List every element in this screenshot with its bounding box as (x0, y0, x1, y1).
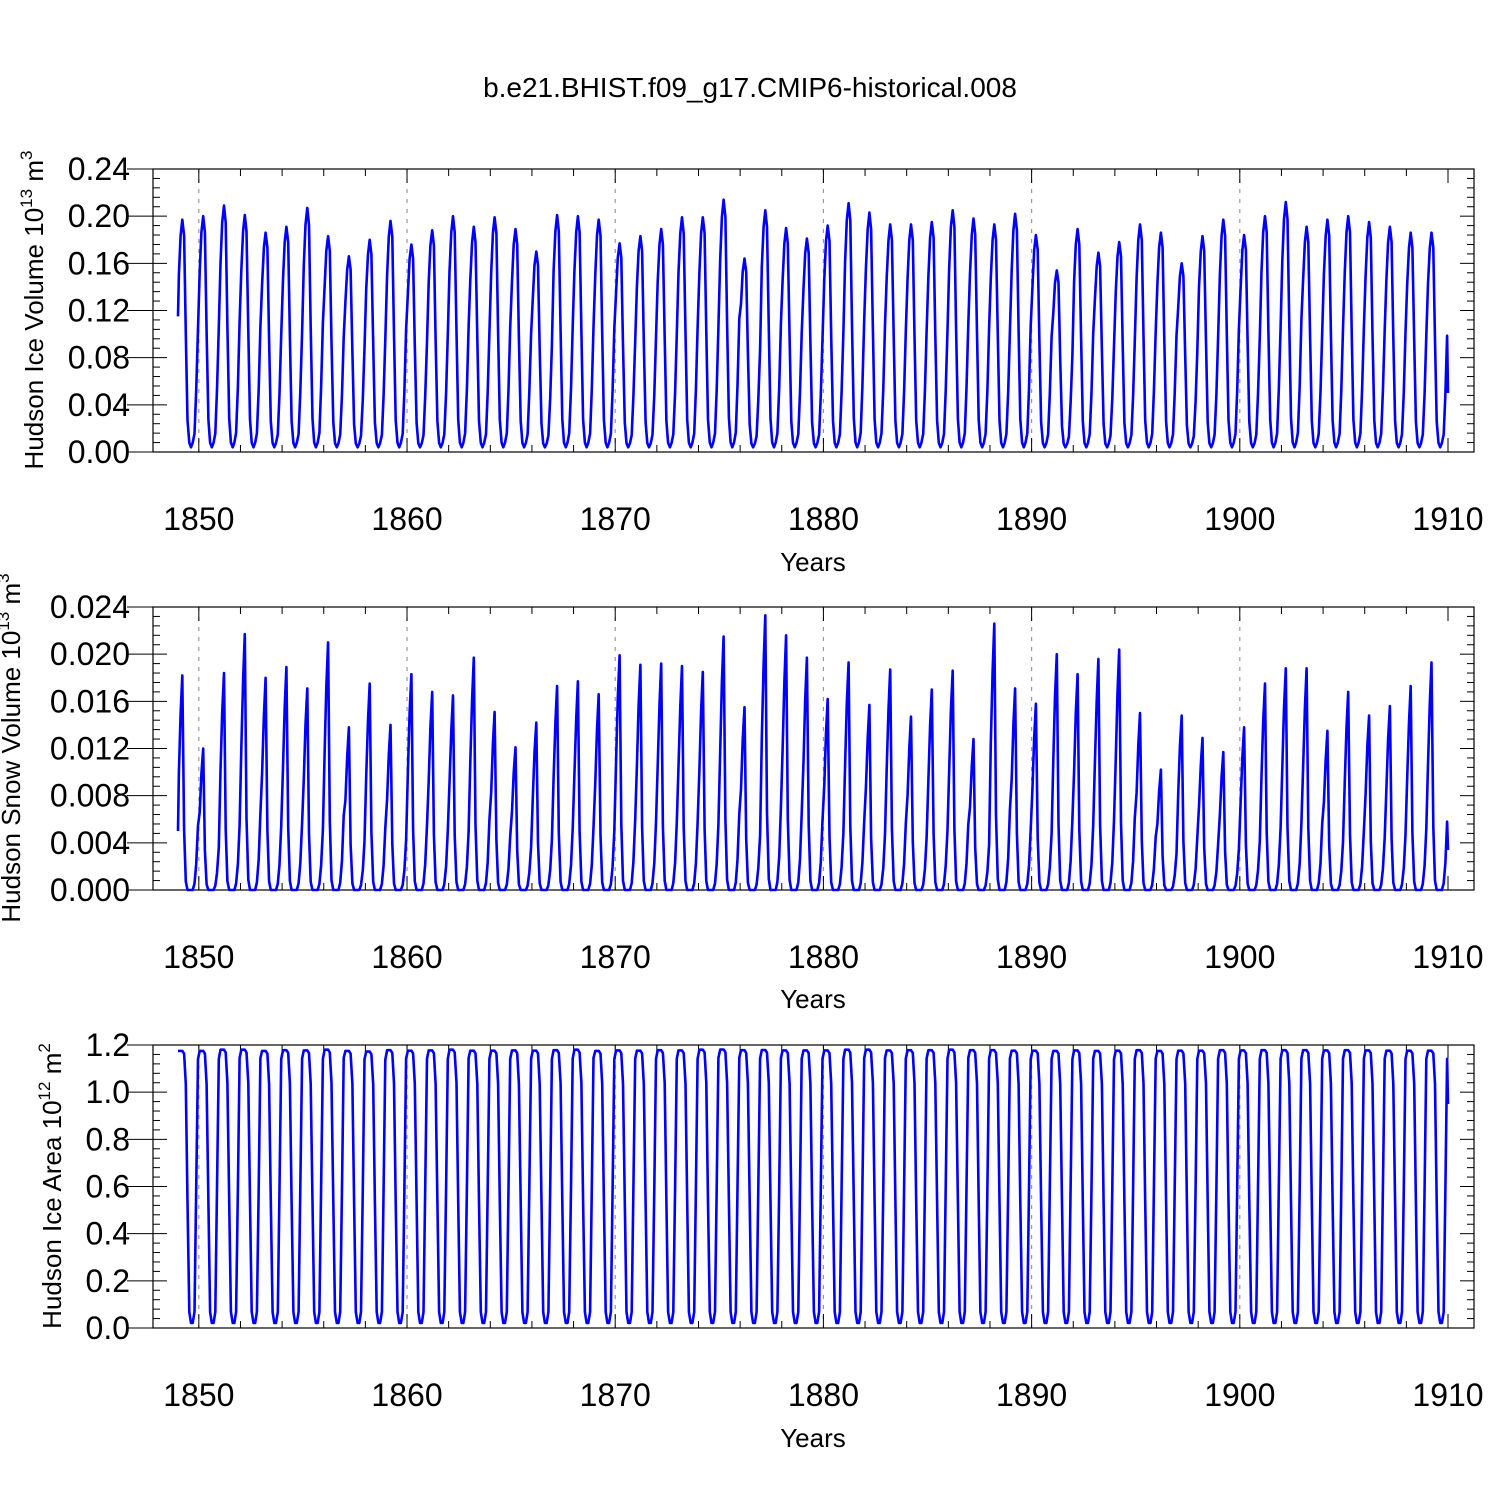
snow-volume-y-tick-label: 0.024 (50, 589, 130, 625)
ice-area-y-tick-label: 1.0 (86, 1074, 130, 1110)
snow-volume-x-tick-label: 1890 (996, 939, 1067, 975)
ice-volume-x-tick-label: 1900 (1204, 501, 1275, 537)
snow-volume-y-tick-label: 0.000 (50, 872, 130, 908)
snow-volume-y-tick-label: 0.020 (50, 636, 130, 672)
ice-volume-x-tick-label: 1870 (580, 501, 651, 537)
ice-area-x-tick-label: 1860 (371, 1377, 442, 1413)
ice-area-panel: Hudson Ice Area 1012 m2 Years 1850 1860 18… (35, 1027, 1484, 1453)
snow-volume-x-tick-label: 1910 (1412, 939, 1483, 975)
snow-volume-panel: Hudson Snow Volume 1013 m3 Years 1850 186… (0, 573, 1484, 1014)
snow-volume-y-tick-label: 0.012 (50, 731, 130, 767)
ice-volume-x-tick-label: 1910 (1412, 501, 1483, 537)
ice-volume-x-tick-label: 1850 (163, 501, 234, 537)
snow-volume-x-tick-label: 1870 (580, 939, 651, 975)
snow-volume-series-line (176, 614, 1450, 892)
ice-area-x-tick-label: 1910 (1412, 1377, 1483, 1413)
ice-volume-x-tick-label: 1880 (788, 501, 859, 537)
ice-area-xlabel: Years (780, 1423, 846, 1453)
ice-volume-y-tick-label: 0.20 (68, 198, 130, 234)
snow-volume-x-tick-label: 1850 (163, 939, 234, 975)
ice-volume-ylabel: Hudson Ice Volume 1013 m3 (17, 151, 49, 470)
ice-area-x-tick-label: 1870 (580, 1377, 651, 1413)
ice-area-ylabel: Hudson Ice Area 1012 m2 (35, 1043, 67, 1329)
snow-volume-xlabel: Years (780, 984, 846, 1014)
ice-area-x-tick-label: 1900 (1204, 1377, 1275, 1413)
figure-title: b.e21.BHIST.f09_g17.CMIP6-historical.008 (483, 72, 1017, 103)
ice-volume-y-tick-label: 0.12 (68, 293, 130, 329)
ice-volume-series-line (176, 198, 1450, 449)
ice-volume-plot-frame (152, 168, 1475, 453)
ice-area-series-line (177, 1048, 1450, 1325)
ice-volume-y-tick-label: 0.24 (68, 151, 130, 187)
ice-area-plot-frame (152, 1044, 1475, 1329)
ice-volume-x-tick-label: 1860 (371, 501, 442, 537)
ice-area-y-tick-label: 0.6 (86, 1169, 130, 1205)
snow-volume-y-tick-label: 0.004 (50, 825, 130, 861)
snow-volume-x-tick-label: 1900 (1204, 939, 1275, 975)
ice-volume-y-tick-label: 0.00 (68, 434, 130, 470)
ice-volume-y-tick-label: 0.04 (68, 387, 130, 423)
ice-volume-xlabel: Years (780, 547, 846, 577)
snow-volume-x-tick-label: 1880 (788, 939, 859, 975)
ice-volume-panel: Hudson Ice Volume 1013 m3 Years 1850 1860… (17, 151, 1484, 577)
ice-area-y-tick-label: 0.0 (86, 1310, 130, 1346)
ice-area-y-tick-label: 0.8 (86, 1121, 130, 1157)
ice-area-x-tick-label: 1850 (163, 1377, 234, 1413)
ice-area-x-tick-label: 1880 (788, 1377, 859, 1413)
ice-volume-y-tick-label: 0.08 (68, 340, 130, 376)
ice-area-y-tick-label: 1.2 (86, 1027, 130, 1063)
ice-volume-y-tick-label: 0.16 (68, 245, 130, 281)
snow-volume-ylabel: Hudson Snow Volume 1013 m3 (0, 573, 26, 922)
snow-volume-x-tick-label: 1860 (371, 939, 442, 975)
ice-area-x-tick-label: 1890 (996, 1377, 1067, 1413)
ice-area-y-tick-label: 0.2 (86, 1263, 130, 1299)
snow-volume-y-tick-label: 0.016 (50, 683, 130, 719)
ice-area-y-tick-label: 0.4 (86, 1216, 130, 1252)
ice-volume-x-tick-label: 1890 (996, 501, 1067, 537)
snow-volume-y-tick-label: 0.008 (50, 778, 130, 814)
